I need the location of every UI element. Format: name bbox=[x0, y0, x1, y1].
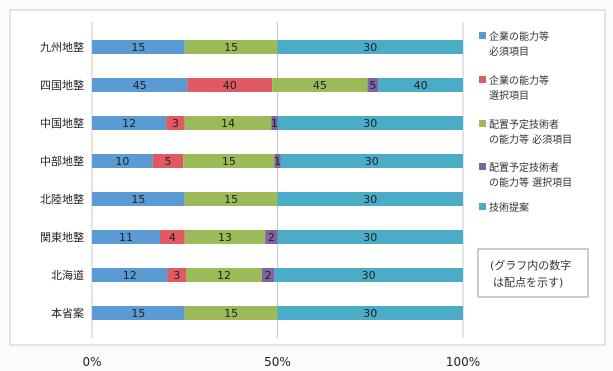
bar-segment bbox=[160, 230, 185, 244]
legend-label: 技術提案 bbox=[489, 201, 529, 214]
bar-segment bbox=[277, 116, 463, 130]
data-label: 3 bbox=[173, 269, 180, 282]
data-label: 12 bbox=[123, 269, 137, 282]
data-label: 30 bbox=[363, 231, 377, 244]
data-label: 13 bbox=[218, 231, 232, 244]
data-label: 15 bbox=[224, 307, 238, 320]
data-label: 5 bbox=[369, 79, 376, 92]
data-label: 45 bbox=[133, 79, 147, 92]
legend-label: 企業の能力等選択項目 bbox=[489, 74, 549, 102]
bar-segment bbox=[92, 154, 153, 168]
data-label: 45 bbox=[313, 79, 327, 92]
category-label: 四国地整 bbox=[40, 78, 84, 92]
category-label: 中部地整 bbox=[40, 154, 84, 168]
data-label: 14 bbox=[221, 117, 235, 130]
category-label: 北陸地整 bbox=[40, 192, 84, 206]
data-label: 1 bbox=[274, 155, 281, 168]
bar-segment bbox=[272, 78, 368, 92]
bar-segment bbox=[92, 230, 161, 244]
bar-segment bbox=[92, 268, 168, 282]
data-label: 15 bbox=[224, 41, 238, 54]
note-line-2: は配点を示す) bbox=[493, 276, 563, 289]
data-label: 40 bbox=[223, 79, 237, 92]
data-label: 30 bbox=[363, 193, 377, 206]
legend-label: 配置予定技術者の能力等 必須項目 bbox=[489, 118, 572, 146]
bar-segment bbox=[277, 230, 463, 244]
data-label: 3 bbox=[172, 117, 179, 130]
data-label: 15 bbox=[222, 155, 236, 168]
legend-swatch bbox=[479, 163, 486, 170]
legend-swatch bbox=[479, 203, 486, 210]
data-label: 10 bbox=[115, 155, 129, 168]
data-label: 1 bbox=[271, 117, 278, 130]
bar-segment bbox=[184, 306, 278, 320]
bar-segment bbox=[92, 40, 185, 54]
bar-segment bbox=[184, 230, 266, 244]
category-label: 九州地整 bbox=[40, 40, 84, 54]
data-label: 15 bbox=[224, 193, 238, 206]
bar-segment bbox=[152, 154, 184, 168]
category-label: 中国地整 bbox=[40, 116, 84, 130]
data-label: 2 bbox=[268, 231, 275, 244]
bar-segment bbox=[277, 40, 463, 54]
bar-segment bbox=[167, 268, 187, 282]
bar-segment bbox=[166, 116, 185, 130]
bar-segment bbox=[265, 230, 278, 244]
bar-segment bbox=[92, 192, 185, 206]
bar-segment bbox=[184, 116, 272, 130]
legend-swatch bbox=[479, 120, 486, 127]
data-label: 30 bbox=[362, 269, 376, 282]
legend-swatch bbox=[479, 32, 486, 39]
x-tick-label: 50% bbox=[264, 355, 291, 369]
x-tick-label: 100% bbox=[446, 355, 480, 369]
note-box: (グラフ内の数字 は配点を示す) bbox=[477, 248, 589, 298]
bar-segment bbox=[186, 268, 262, 282]
bar-segment bbox=[187, 78, 273, 92]
data-label: 15 bbox=[131, 41, 145, 54]
bar-segment bbox=[277, 192, 463, 206]
bar-segment bbox=[92, 78, 188, 92]
bar-segment bbox=[271, 116, 278, 130]
bar-segment bbox=[274, 268, 463, 282]
data-label: 30 bbox=[365, 155, 379, 168]
data-label: 2 bbox=[265, 269, 272, 282]
gridlines bbox=[91, 22, 464, 338]
data-label: 15 bbox=[131, 307, 145, 320]
bar-segment bbox=[378, 78, 463, 92]
legend-label: 企業の能力等必須項目 bbox=[489, 30, 549, 58]
category-label: 関東地整 bbox=[40, 230, 84, 244]
data-label: 4 bbox=[169, 231, 176, 244]
data-label: 12 bbox=[217, 269, 231, 282]
data-label: 30 bbox=[363, 41, 377, 54]
bar-segment bbox=[183, 154, 275, 168]
bar-segment bbox=[92, 306, 185, 320]
data-label: 12 bbox=[122, 117, 136, 130]
data-label: 40 bbox=[414, 79, 428, 92]
x-tick-label: 0% bbox=[82, 355, 101, 369]
bar-segment bbox=[92, 116, 167, 130]
bar-segment bbox=[184, 40, 278, 54]
bar-segment bbox=[184, 192, 278, 206]
data-label: 11 bbox=[119, 231, 133, 244]
bars: 15 15 30 45 40 45 5 40 12 3 14 1 30 10 5 15 1 30 15 15 30 11 4… bbox=[92, 40, 463, 320]
bar-segment bbox=[367, 78, 379, 92]
legend-label: 配置予定技術者の能力等 選択項目 bbox=[489, 161, 572, 189]
data-label: 30 bbox=[363, 117, 377, 130]
note-line-1: (グラフ内の数字 bbox=[490, 258, 571, 272]
bar-segment bbox=[261, 268, 275, 282]
legend-swatch bbox=[479, 76, 486, 83]
bar-segment bbox=[280, 154, 463, 168]
data-label: 30 bbox=[363, 307, 377, 320]
category-label: 本省案 bbox=[51, 306, 84, 320]
x-tick-labels: 0% 50% 100% bbox=[82, 355, 480, 369]
bar-segment bbox=[277, 306, 463, 320]
bar-segment bbox=[274, 154, 281, 168]
data-label: 15 bbox=[131, 193, 145, 206]
data-label: 5 bbox=[165, 155, 172, 168]
category-label: 北海道 bbox=[51, 268, 84, 282]
